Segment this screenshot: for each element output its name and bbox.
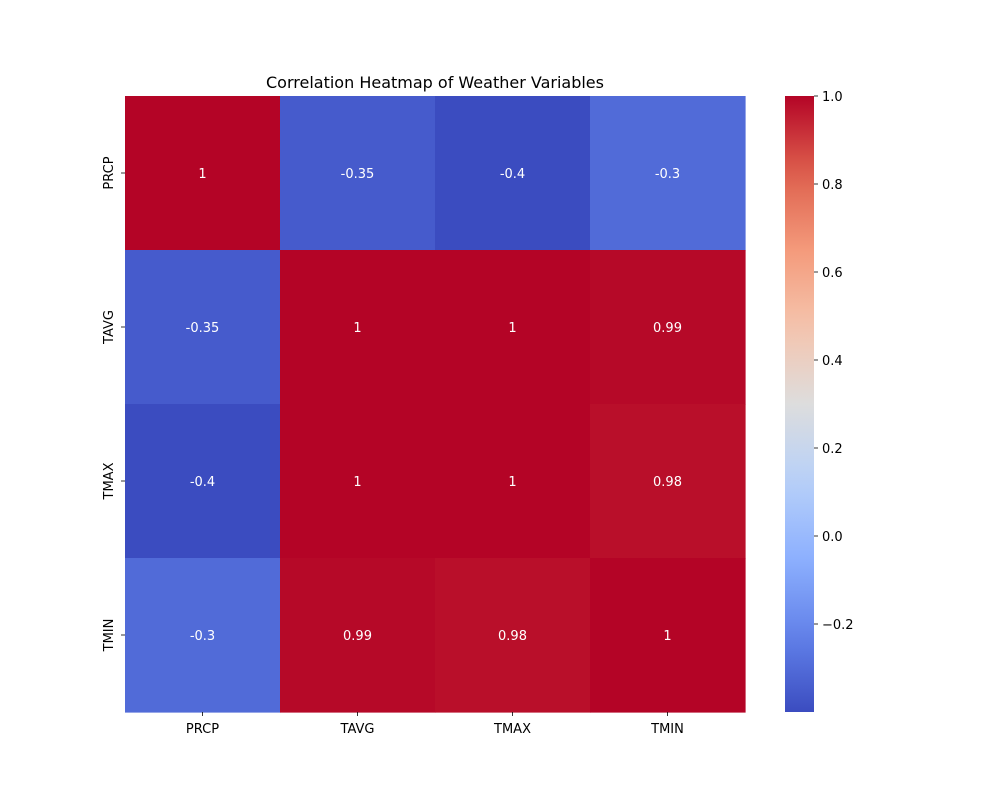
heatmap-cell-tavg-prcp — [125, 250, 281, 405]
y-tick-label: PRCP — [102, 156, 117, 189]
heatmap-cell-tavg-tavg — [280, 250, 436, 405]
heatmap-cell-tmax-tavg — [280, 404, 436, 559]
cell-annotation: -0.3 — [190, 629, 215, 644]
cell-annotation: 1 — [508, 321, 516, 336]
cell-annotation: 0.99 — [343, 629, 372, 644]
cell-annotation: 1 — [353, 321, 361, 336]
cell-annotation: 0.98 — [498, 629, 527, 644]
heatmap-cell-tmin-tavg — [280, 558, 436, 713]
heatmap-cell-tavg-tmin — [590, 250, 746, 405]
y-axis-ticks: PRCP TAVG TMAX TMIN — [102, 156, 125, 652]
cell-annotation: -0.35 — [186, 321, 220, 336]
colorbar-tick-label: 0.4 — [822, 354, 843, 369]
heatmap-annotations: 1 -0.35 -0.4 -0.3 -0.35 1 1 0.99 -0.4 1 1 0.98 -0.3 0… — [186, 167, 682, 644]
heatmap-cell-tavg-tmax — [435, 250, 591, 405]
heatmap-cell-prcp-prcp — [125, 96, 281, 251]
x-tick-label: PRCP — [186, 722, 219, 737]
x-axis-ticks: PRCP TAVG TMAX TMIN — [186, 712, 684, 737]
cell-annotation: 1 — [663, 629, 671, 644]
x-tick-label: TAVG — [340, 722, 375, 737]
colorbar-tick-label: 0.8 — [822, 178, 843, 193]
x-tick-label: TMIN — [650, 722, 684, 737]
heatmap-cell-tmax-tmax — [435, 404, 591, 559]
heatmap-cell-prcp-tmin — [590, 96, 746, 251]
colorbar-tick-label: −0.2 — [822, 618, 854, 633]
cell-annotation: 1 — [198, 167, 206, 182]
colorbar-tick-label: 0.6 — [822, 266, 843, 281]
cell-annotation: -0.35 — [341, 167, 375, 182]
y-tick-label: TMAX — [102, 462, 117, 500]
cell-annotation: 1 — [353, 475, 361, 490]
colorbar-gradient — [785, 96, 814, 712]
y-tick-label: TAVG — [102, 310, 117, 345]
heatmap-cell-tmin-tmax — [435, 558, 591, 713]
heatmap-cell-tmin-tmin — [590, 558, 746, 713]
heatmap-cell-tmin-prcp — [125, 558, 281, 713]
cell-annotation: 0.98 — [653, 475, 682, 490]
cell-annotation: 0.99 — [653, 321, 682, 336]
heatmap-cell-tmax-prcp — [125, 404, 281, 559]
cell-annotation: 1 — [508, 475, 516, 490]
colorbar-tick-label: 0.0 — [822, 530, 843, 545]
heatmap-cells — [125, 96, 746, 713]
heatmap-cell-prcp-tavg — [280, 96, 436, 251]
y-tick-label: TMIN — [102, 619, 117, 653]
cell-annotation: -0.3 — [655, 167, 680, 182]
heatmap-cell-tmax-tmin — [590, 404, 746, 559]
x-tick-label: TMAX — [493, 722, 531, 737]
colorbar-tick-label: 1.0 — [822, 90, 843, 105]
heatmap-cell-prcp-tmax — [435, 96, 591, 251]
cell-annotation: -0.4 — [500, 167, 525, 182]
chart-title: Correlation Heatmap of Weather Variables — [266, 73, 604, 92]
colorbar: −0.2 0.0 0.2 0.4 0.6 0.8 1.0 — [785, 90, 854, 712]
cell-annotation: -0.4 — [190, 475, 215, 490]
colorbar-tick-label: 0.2 — [822, 442, 843, 457]
